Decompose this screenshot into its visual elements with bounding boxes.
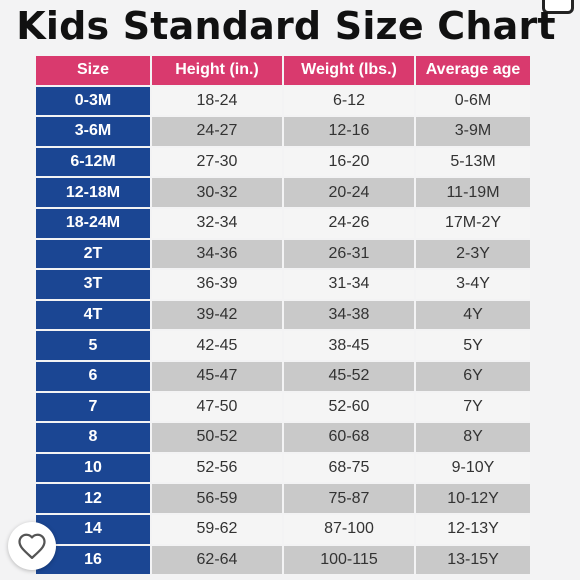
cell-size: 18-24M [36,208,152,240]
cell-weight: 45-52 [284,361,416,393]
corner-overlay-icon[interactable] [542,0,574,14]
cell-average-age: 17M-2Y [416,208,532,240]
cell-weight: 20-24 [284,178,416,209]
cell-size: 6 [36,361,152,393]
cell-height: 56-59 [152,484,284,515]
cell-average-age: 5-13M [416,147,532,179]
cell-average-age: 2-3Y [416,239,532,271]
cell-height: 27-30 [152,147,284,179]
cell-size: 7 [36,392,152,424]
cell-weight: 16-20 [284,147,416,179]
cell-height: 50-52 [152,423,284,454]
cell-size: 0-3M [36,86,152,118]
cell-size: 6-12M [36,147,152,179]
cell-weight: 26-31 [284,239,416,271]
cell-average-age: 0-6M [416,86,532,118]
cell-height: 24-27 [152,117,284,148]
heart-outline-icon [18,533,46,559]
cell-average-age: 5Y [416,331,532,362]
cell-average-age: 8Y [416,423,532,454]
cell-size: 4T [36,300,152,332]
cell-height: 18-24 [152,86,284,118]
cell-height: 42-45 [152,331,284,362]
cell-height: 30-32 [152,178,284,209]
cell-size: 5 [36,331,152,362]
cell-height: 34-36 [152,239,284,271]
header-height: Height (in.) [152,56,284,87]
favorite-button[interactable] [8,522,56,570]
cell-weight: 6-12 [284,86,416,118]
cell-weight: 52-60 [284,392,416,424]
chart-title: Kids Standard Size Chart [16,4,556,48]
cell-size: 3T [36,270,152,301]
cell-height: 36-39 [152,270,284,301]
cell-size: 12-18M [36,178,152,209]
cell-size: 8 [36,423,152,454]
cell-average-age: 11-19M [416,178,532,209]
cell-height: 32-34 [152,208,284,240]
cell-height: 47-50 [152,392,284,424]
cell-average-age: 4Y [416,300,532,332]
cell-average-age: 6Y [416,361,532,393]
cell-weight: 60-68 [284,423,416,454]
cell-weight: 100-115 [284,545,416,577]
cell-height: 39-42 [152,300,284,332]
cell-height: 45-47 [152,361,284,393]
header-weight: Weight (lbs.) [284,56,416,87]
cell-size: 12 [36,484,152,515]
cell-average-age: 12-13Y [416,514,532,546]
cell-average-age: 3-9M [416,117,532,148]
header-size: Size [36,56,152,87]
header-average-age: Average age [416,56,532,87]
cell-average-age: 7Y [416,392,532,424]
cell-average-age: 9-10Y [416,453,532,485]
cell-size: 2T [36,239,152,271]
size-chart-table: Size Height (in.) Weight (lbs.) Average … [36,56,532,577]
cell-weight: 31-34 [284,270,416,301]
cell-weight: 68-75 [284,453,416,485]
cell-weight: 75-87 [284,484,416,515]
cell-height: 52-56 [152,453,284,485]
cell-average-age: 10-12Y [416,484,532,515]
cell-average-age: 3-4Y [416,270,532,301]
cell-weight: 34-38 [284,300,416,332]
cell-size: 3-6M [36,117,152,148]
cell-size: 10 [36,453,152,485]
cell-height: 62-64 [152,545,284,577]
cell-weight: 38-45 [284,331,416,362]
cell-size: 16 [36,545,152,577]
cell-weight: 24-26 [284,208,416,240]
cell-average-age: 13-15Y [416,545,532,577]
cell-weight: 12-16 [284,117,416,148]
cell-weight: 87-100 [284,514,416,546]
cell-height: 59-62 [152,514,284,546]
